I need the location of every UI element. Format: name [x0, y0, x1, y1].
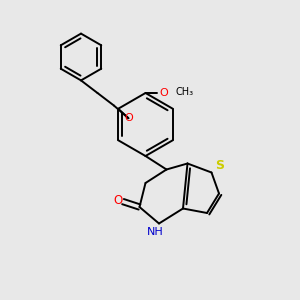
Text: S: S: [215, 159, 224, 172]
Text: O: O: [113, 194, 122, 207]
Text: O: O: [159, 88, 168, 98]
Text: NH: NH: [147, 227, 164, 237]
Text: O: O: [124, 113, 133, 123]
Text: CH₃: CH₃: [176, 86, 194, 97]
